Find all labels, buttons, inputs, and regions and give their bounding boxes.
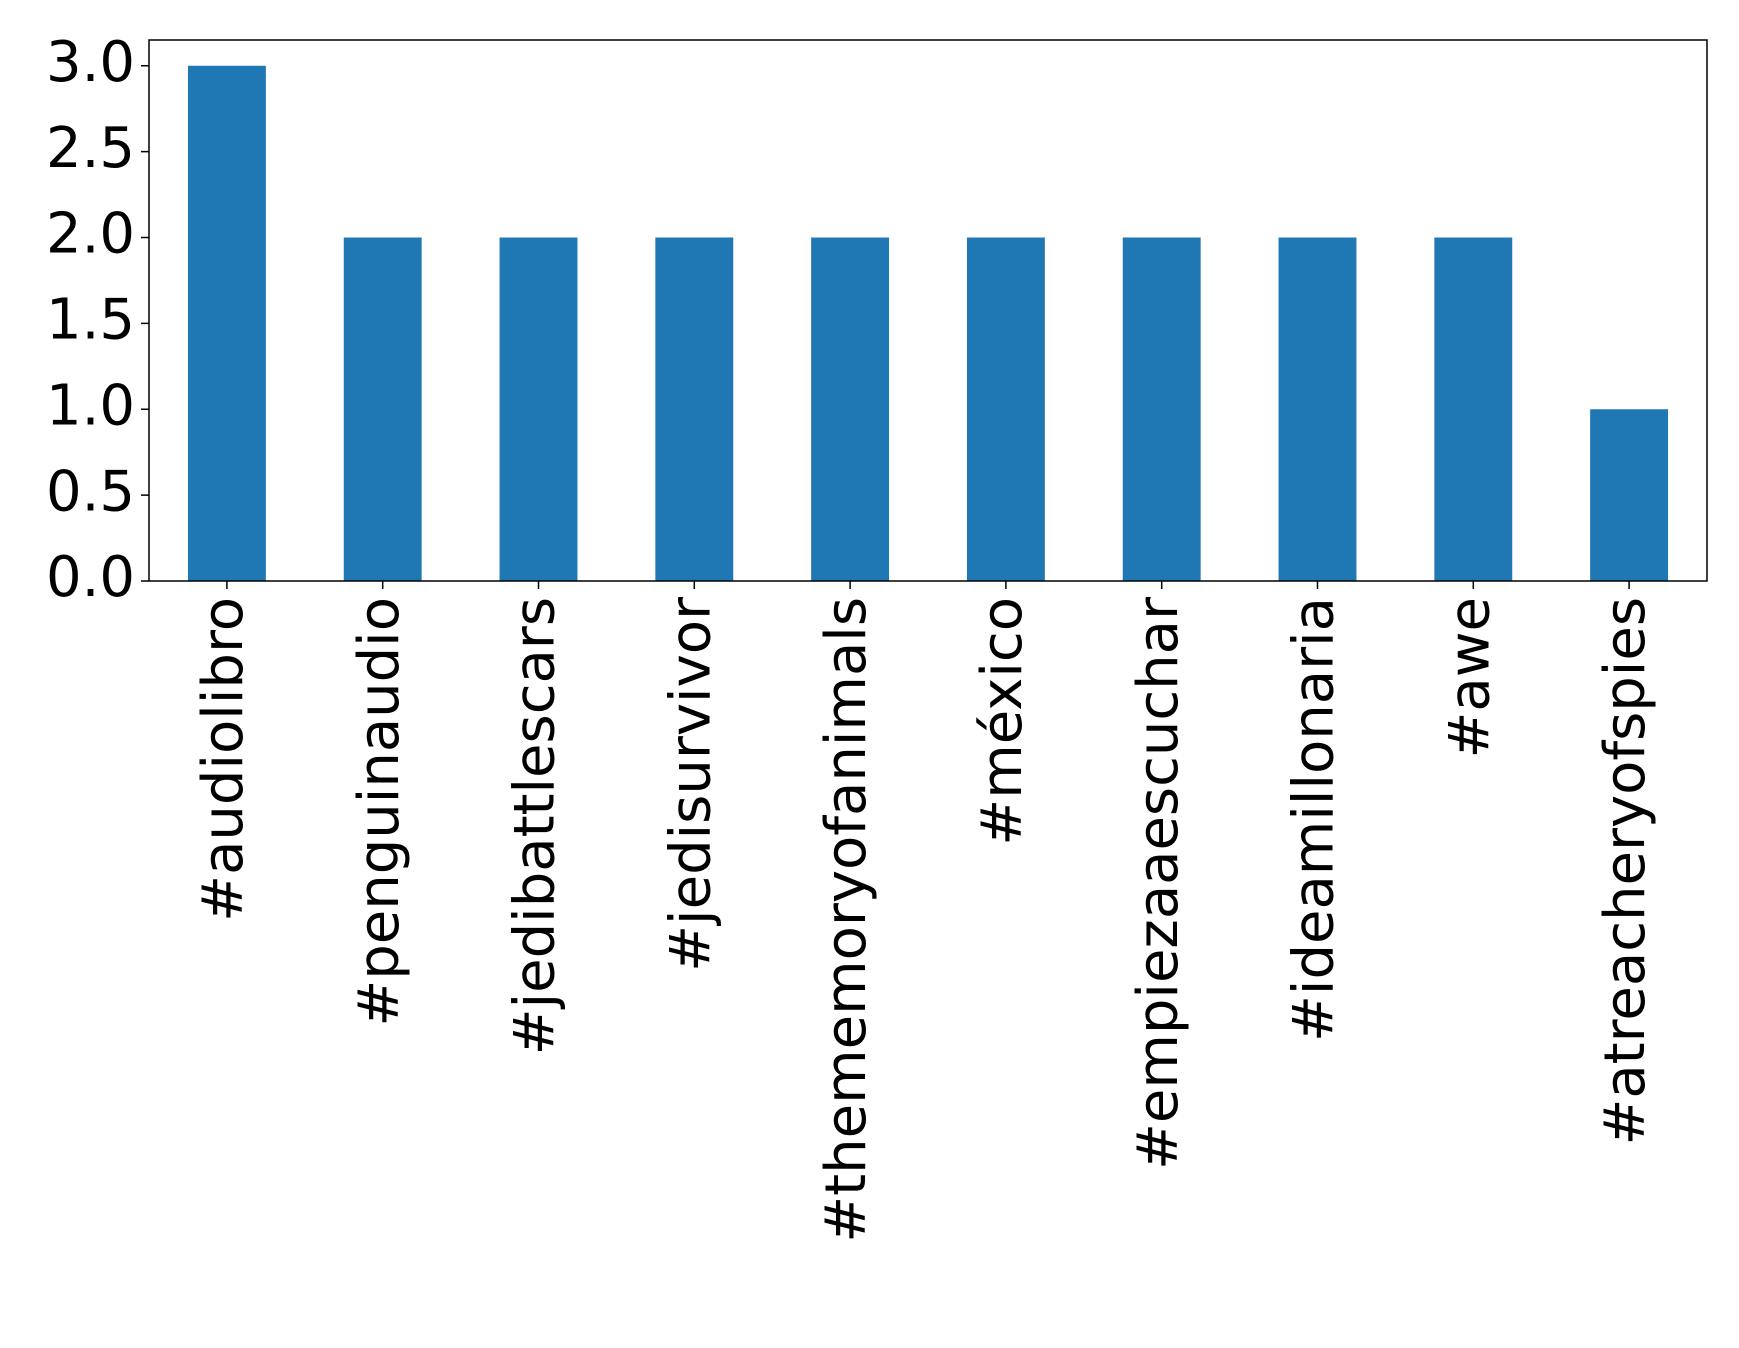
y-tick-label: 1.0 (46, 373, 135, 438)
plot-frame (148, 39, 1708, 582)
x-tick-label: #ideamillonaria (1282, 597, 1347, 1042)
x-tick-label: #méxico (970, 597, 1035, 846)
bar (1590, 409, 1669, 581)
x-tick-label: #empiezaaescuchar (1126, 596, 1191, 1170)
bar (1122, 237, 1201, 581)
bar (811, 237, 890, 581)
bar (499, 237, 578, 581)
x-tick-label: #jedibattlescars (503, 597, 568, 1055)
x-tick-label: #awe (1437, 597, 1502, 759)
bar (1434, 237, 1513, 581)
bar (187, 65, 266, 581)
bar (655, 237, 734, 581)
bar (343, 237, 422, 581)
x-tick-label: #thememoryofanimals (814, 597, 879, 1243)
x-tick-label: #penguinaudio (347, 597, 412, 1027)
y-tick-label: 3.0 (46, 30, 135, 95)
x-tick-label: #audiolibro (191, 597, 256, 922)
y-tick-label: 0.5 (46, 459, 135, 524)
bar (1278, 237, 1357, 581)
x-tick-label: #atreacheryofspies (1593, 597, 1658, 1146)
y-tick-label: 2.5 (46, 116, 135, 181)
y-tick-label: 2.0 (46, 202, 135, 267)
bar (966, 237, 1045, 581)
y-tick-label: 1.5 (46, 288, 135, 353)
x-tick-label: #jedisurvivor (658, 596, 723, 972)
y-tick-label: 0.0 (46, 545, 135, 610)
